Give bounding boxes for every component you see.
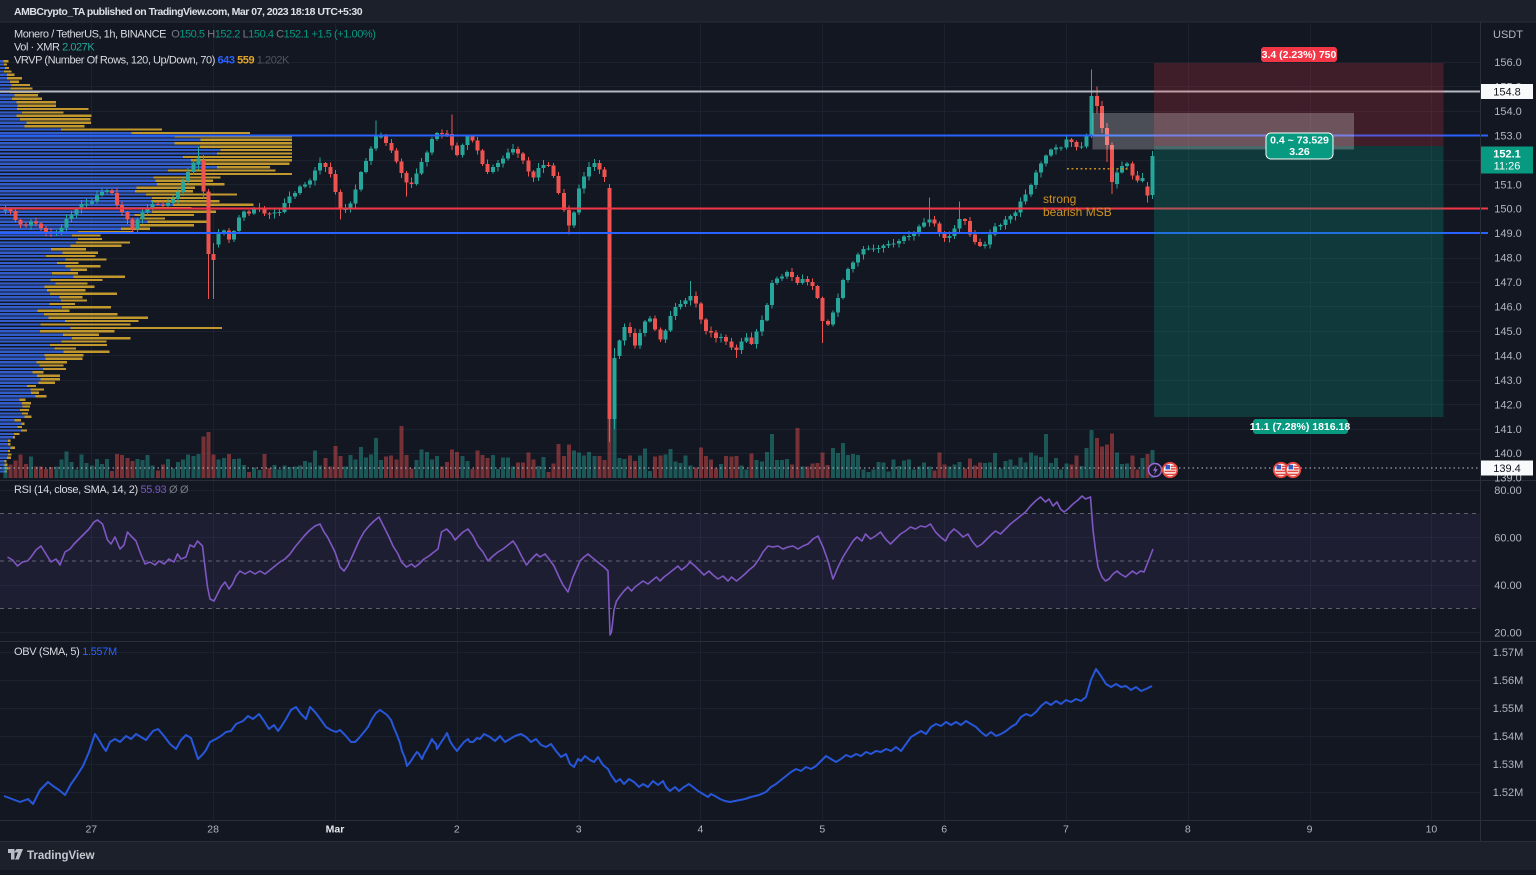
svg-text:3: 3: [576, 824, 582, 836]
svg-text:strong: strong: [1043, 192, 1076, 206]
svg-text:VRVP (Number Of Rows, 120, Up/: VRVP (Number Of Rows, 120, Up/Down, 70) …: [14, 55, 290, 67]
svg-text:139.4: 139.4: [1493, 463, 1521, 475]
svg-text:1.57M: 1.57M: [1493, 647, 1524, 659]
svg-text:141.0: 141.0: [1494, 424, 1522, 436]
svg-text:1.56M: 1.56M: [1493, 675, 1524, 687]
svg-text:7: 7: [1063, 824, 1069, 836]
svg-text:143.0: 143.0: [1494, 375, 1522, 387]
svg-text:149.0: 149.0: [1494, 228, 1522, 240]
svg-text:139.0: 139.0: [1494, 473, 1522, 485]
svg-text:OBV (SMA, 5) 1.557M: OBV (SMA, 5) 1.557M: [14, 646, 117, 658]
svg-text:6: 6: [941, 824, 947, 836]
svg-text:3.26: 3.26: [1289, 146, 1310, 158]
svg-text:8: 8: [1185, 824, 1191, 836]
svg-text:147.0: 147.0: [1494, 277, 1522, 289]
svg-text:145.0: 145.0: [1494, 326, 1522, 338]
svg-text:Vol · XMR 2.027K: Vol · XMR 2.027K: [14, 42, 95, 54]
svg-text:0.4 ~ 73.529: 0.4 ~ 73.529: [1270, 135, 1329, 147]
svg-text:154.0: 154.0: [1494, 106, 1522, 118]
svg-text:1.52M: 1.52M: [1493, 787, 1524, 799]
svg-text:11.1 (7.28%) 1816.18: 11.1 (7.28%) 1816.18: [1250, 421, 1351, 433]
svg-text:1.53M: 1.53M: [1493, 759, 1524, 771]
svg-text:150.0: 150.0: [1494, 204, 1522, 216]
svg-text:9: 9: [1307, 824, 1313, 836]
svg-text:60.00: 60.00: [1494, 532, 1522, 544]
svg-text:148.0: 148.0: [1494, 253, 1522, 265]
svg-text:10: 10: [1426, 824, 1438, 836]
svg-text:11:26: 11:26: [1494, 161, 1521, 173]
svg-text:140.0: 140.0: [1494, 448, 1522, 460]
svg-text:Monero / TetherUS, 1h, BINANCE: Monero / TetherUS, 1h, BINANCE O150.5 H1…: [14, 29, 375, 41]
svg-text:AMBCrypto_TA published on Trad: AMBCrypto_TA published on TradingView.co…: [14, 6, 363, 18]
svg-text:1.54M: 1.54M: [1493, 731, 1524, 743]
svg-text:156.0: 156.0: [1494, 57, 1522, 69]
svg-text:153.0: 153.0: [1494, 130, 1522, 142]
svg-text:Mar: Mar: [326, 824, 345, 836]
svg-text:TradingView: TradingView: [27, 850, 95, 862]
svg-text:146.0: 146.0: [1494, 302, 1522, 314]
svg-text:40.00: 40.00: [1494, 580, 1522, 592]
svg-text:bearish MSB: bearish MSB: [1043, 205, 1112, 219]
svg-text:154.8: 154.8: [1493, 86, 1521, 98]
svg-text:3.4 (2.23%) 750: 3.4 (2.23%) 750: [1262, 49, 1337, 61]
svg-text:USDT: USDT: [1493, 29, 1523, 41]
svg-text:20.00: 20.00: [1494, 627, 1522, 639]
svg-text:151.0: 151.0: [1494, 179, 1522, 191]
svg-text:152.1: 152.1: [1493, 149, 1521, 161]
svg-text:5: 5: [819, 824, 825, 836]
svg-text:28: 28: [207, 824, 219, 836]
svg-text:RSI (14, close, SMA, 14, 2) 55: RSI (14, close, SMA, 14, 2) 55.93 Ø Ø: [14, 484, 189, 496]
svg-text:142.0: 142.0: [1494, 399, 1522, 411]
svg-text:80.00: 80.00: [1494, 485, 1522, 497]
svg-text:2: 2: [454, 824, 460, 836]
svg-text:4: 4: [698, 824, 704, 836]
svg-text:27: 27: [85, 824, 97, 836]
svg-text:1.55M: 1.55M: [1493, 703, 1524, 715]
svg-text:144.0: 144.0: [1494, 350, 1522, 362]
